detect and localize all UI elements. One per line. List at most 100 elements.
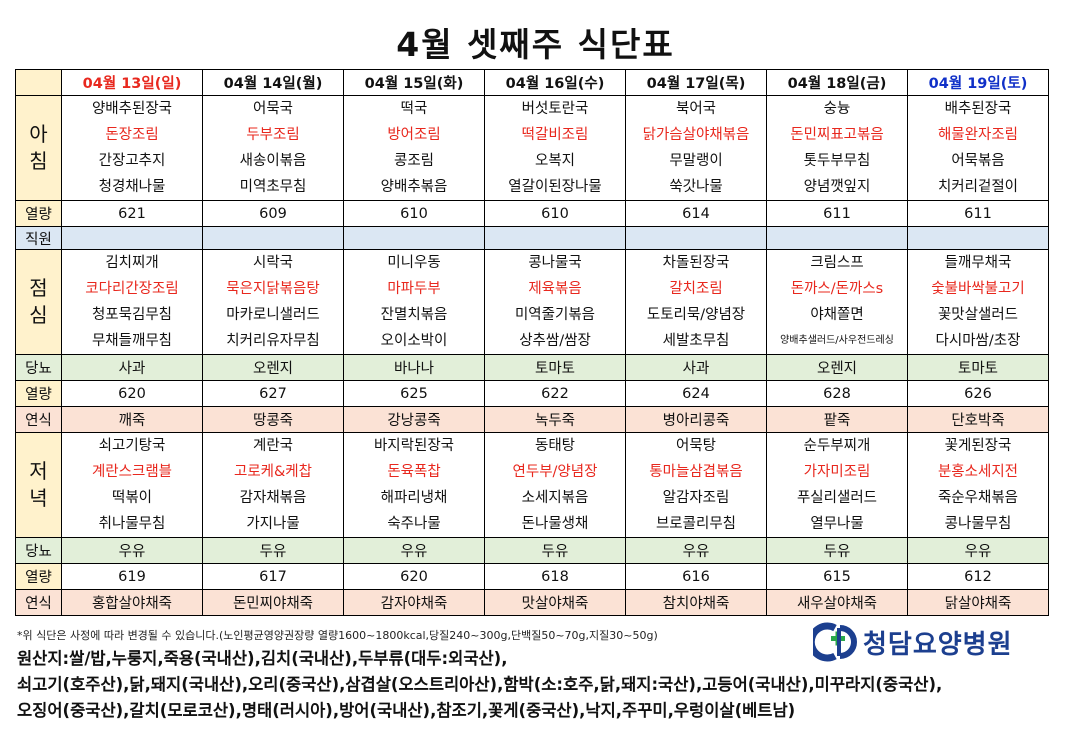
menu-item: 청포묵김무침: [91, 307, 173, 323]
breakfast-menu-cell: 버섯토란국 떡갈비조림 오복지 열갈이된장나물: [484, 95, 626, 201]
snack-item: 병아리콩죽: [625, 406, 767, 433]
menu-item: 떡볶이: [111, 490, 153, 506]
origin-line: 원산지:쌀/밥,누룽지,죽용(국내산),김치(국내산),두부류(대두:외국산),: [17, 649, 508, 668]
calorie-value: 614: [625, 200, 767, 227]
diabetic-item: 오렌지: [202, 354, 344, 381]
menu-item: 도토리묵/양념장: [646, 307, 746, 323]
menu-item: 잔멸치볶음: [380, 307, 448, 323]
menu-item: 미역줄기볶음: [514, 307, 596, 323]
diabetic-item: 우유: [61, 537, 203, 564]
staff-row: 직원: [15, 226, 1049, 250]
menu-item: 브로콜리무침: [655, 516, 737, 532]
dinner-menu-cell: 동태탕 연두부/양념장 소세지볶음 돈나물생채: [484, 432, 626, 538]
day-header: 04월 16일(수): [484, 69, 626, 96]
diabetic-item: 오렌지: [766, 354, 908, 381]
menu-item: 양배추볶음: [380, 179, 448, 195]
staff-cell: [202, 226, 344, 250]
main-dish: 묵은지닭볶음탕: [226, 281, 320, 297]
snack-item: 강낭콩죽: [343, 406, 485, 433]
main-dish: 닭가슴살야채볶음: [642, 127, 750, 143]
lunch-menu-cell: 김치찌개 코다리간장조림 청포묵김무침 무채들깨무침: [61, 249, 203, 355]
main-dish: 돈장조림: [105, 127, 159, 143]
diabetic-item: 우유: [907, 537, 1049, 564]
snack-item: 돈민찌야채죽: [202, 589, 344, 616]
menu-item: 오이소박이: [380, 333, 448, 349]
menu-item: 간장고추지: [98, 153, 166, 169]
calorie-value: 611: [907, 200, 1049, 227]
page-title: 4월 셋째주 식단표: [396, 25, 675, 64]
menu-item: 콩나물국: [528, 255, 582, 271]
main-dish: 통마늘삼겹볶음: [649, 464, 743, 480]
snack-item: 땅콩죽: [202, 406, 344, 433]
menu-item: 꽃게된장국: [944, 438, 1012, 454]
menu-item: 어묵국: [252, 101, 294, 117]
menu-item: 취나물무침: [98, 516, 166, 532]
calorie-value: 611: [766, 200, 908, 227]
menu-item: 돈나물생채: [521, 516, 589, 532]
diabetic-label: 당뇨: [15, 537, 62, 564]
breakfast-calorie-row: 열량 621 609 610 610 614 611 611: [15, 200, 1049, 227]
calorie-value: 626: [907, 380, 1049, 407]
dinner-menu-cell: 쇠고기탕국 계란스크램블 떡볶이 취나물무침: [61, 432, 203, 538]
calorie-label: 열량: [15, 200, 62, 227]
day-header: 04월 17일(목): [625, 69, 767, 96]
diabetic-item: 사과: [625, 354, 767, 381]
menu-item: 콩조림: [393, 153, 435, 169]
hospital-logo-icon: [813, 622, 857, 662]
snack-item: 녹두죽: [484, 406, 626, 433]
breakfast-menu-cell: 숭늉 돈민찌표고볶음 톳두부무침 양념깻잎지: [766, 95, 908, 201]
menu-item: 동태탕: [534, 438, 576, 454]
diabetic-item: 두유: [766, 537, 908, 564]
day-header: 04월 18일(금): [766, 69, 908, 96]
diabetic-item: 우유: [343, 537, 485, 564]
dinner-calorie-row: 열량 619 617 620 618 616 615 612: [15, 563, 1049, 590]
staff-label: 직원: [15, 226, 62, 250]
main-dish: 돈까스/돈까스s: [790, 281, 884, 297]
dinner-menu-cell: 꽃게된장국 분홍소세지전 죽순우채볶음 콩나물무침: [907, 432, 1049, 538]
calorie-value: 621: [61, 200, 203, 227]
lunch-menu-cell: 시락국 묵은지닭볶음탕 마카로니샐러드 치커리유자무침: [202, 249, 344, 355]
diabetic-item: 토마토: [907, 354, 1049, 381]
menu-item: 바지락된장국: [373, 438, 455, 454]
menu-item: 소세지볶음: [521, 490, 589, 506]
staff-cell: [766, 226, 908, 250]
menu-item: 야채쫄면: [810, 307, 864, 323]
menu-item: 마카로니샐러드: [226, 307, 320, 323]
menu-item: 치커리유자무침: [226, 333, 320, 349]
snack-item: 닭살야채죽: [907, 589, 1049, 616]
breakfast-menu-cell: 양배추된장국 돈장조림 간장고추지 청경채나물: [61, 95, 203, 201]
menu-item: 가지나물: [246, 516, 300, 532]
calorie-value: 620: [343, 563, 485, 590]
calorie-value: 615: [766, 563, 908, 590]
lunch-calorie-row: 열량 620 627 625 622 624 628 626: [15, 380, 1049, 407]
menu-item: 새송이볶음: [239, 153, 307, 169]
snack-label: 연식: [15, 406, 62, 433]
menu-item: 양념깻잎지: [803, 179, 871, 195]
dinner-menu-cell: 바지락된장국 돈육폭찹 해파리냉채 숙주나물: [343, 432, 485, 538]
day-header: 04월 15일(화): [343, 69, 485, 96]
menu-item: 세발초무침: [662, 333, 730, 349]
menu-item: 톳두부무침: [803, 153, 871, 169]
main-dish: 숯불바싹불고기: [931, 281, 1025, 297]
menu-item: 양배추샐러드/사우전드레싱: [780, 335, 894, 346]
snack-item: 깨죽: [61, 406, 203, 433]
calorie-value: 612: [907, 563, 1049, 590]
lunch-menu-cell: 콩나물국 제육볶음 미역줄기볶음 상추쌈/쌈장: [484, 249, 626, 355]
menu-item: 푸실리샐러드: [796, 490, 878, 506]
main-dish: 돈육폭찹: [387, 464, 441, 480]
menu-item: 차돌된장국: [662, 255, 730, 271]
dinner-snack-row: 연식 홍합살야채죽 돈민찌야채죽 감자야채죽 맛살야채죽 참치야채죽 새우살야채죽 닭살야채…: [15, 589, 1049, 616]
snack-item: 감자야채죽: [343, 589, 485, 616]
dinner-menu-cell: 계란국 고로케&케찹 감자채볶음 가지나물: [202, 432, 344, 538]
menu-item: 오복지: [534, 153, 576, 169]
main-dish: 떡갈비조림: [521, 127, 589, 143]
menu-item: 해파리냉채: [380, 490, 448, 506]
day-header: 04월 19일(토): [907, 69, 1049, 96]
origin-info: 원산지:쌀/밥,누룽지,죽용(국내산),김치(국내산),두부류(대두:외국산),…: [17, 646, 1057, 724]
snack-item: 팥죽: [766, 406, 908, 433]
diabetic-item: 두유: [202, 537, 344, 564]
menu-item: 감자채볶음: [239, 490, 307, 506]
menu-item: 죽순우채볶음: [937, 490, 1019, 506]
